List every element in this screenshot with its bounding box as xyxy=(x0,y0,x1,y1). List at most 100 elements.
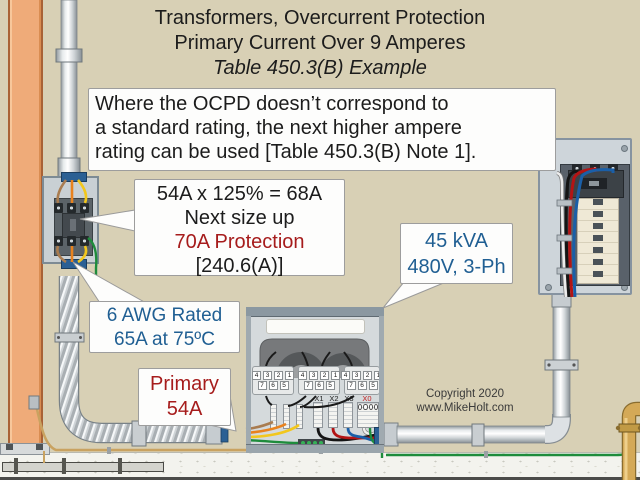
terminal-cell: 5 xyxy=(368,381,378,390)
terminal-lug xyxy=(54,203,63,213)
terminal-cell: 6 xyxy=(268,381,278,390)
callout-calc: 54A x 125% = 68A Next size up 70A Protec… xyxy=(134,179,345,277)
note-line: Where the OCPD doesn’t correspond to xyxy=(95,93,449,115)
ground-bar xyxy=(298,439,325,447)
terminal-lug xyxy=(67,236,76,246)
terminal-cell: 6 xyxy=(357,381,367,390)
terminal-cell: 2 xyxy=(320,371,329,380)
entry-bushing xyxy=(220,424,229,443)
terminal-cell: 5 xyxy=(325,381,335,390)
calc-protection-line: 70A Protection xyxy=(174,231,305,253)
primary-terminal-strip xyxy=(270,404,277,429)
terminal-lug xyxy=(67,203,76,213)
anchor-bolt xyxy=(36,444,43,450)
terminal-cell: 7 xyxy=(346,381,356,390)
terminal-cell: 3 xyxy=(309,371,318,380)
concrete-floor xyxy=(0,452,640,479)
terminal-cell: 2 xyxy=(274,371,283,380)
terminal-cell: 2 xyxy=(363,371,372,380)
breaker-notches xyxy=(593,199,603,283)
pipe-ground-clamp xyxy=(618,423,640,433)
terminal-cell: 4 xyxy=(341,371,350,380)
title-line-2: Primary Current Over 9 Amperes xyxy=(174,32,466,54)
fused-disconnect xyxy=(42,172,99,278)
terminal-cell: 5 xyxy=(279,381,289,390)
terminal-block-2: 4 3 2 1 7 6 5 xyxy=(298,366,340,395)
fuse-block xyxy=(62,213,85,238)
terminal-cell: 3 xyxy=(352,371,361,380)
terminal-cell: 3 xyxy=(263,371,272,380)
terminal-lug xyxy=(54,236,63,246)
terminal-lug xyxy=(80,236,89,246)
enclosure-wall-left xyxy=(246,316,251,444)
x3-terminal-strip xyxy=(343,402,353,428)
copyright-line: www.MikeHolt.com xyxy=(416,402,514,414)
ground-wire xyxy=(245,438,299,445)
calc-line: 54A x 125% = 68A xyxy=(156,183,323,205)
bottom-bushing xyxy=(61,259,87,269)
terminal-cell: 7 xyxy=(257,381,267,390)
top-bushing xyxy=(61,172,87,182)
screw xyxy=(621,145,628,152)
conduit-strap xyxy=(544,359,579,371)
terminal-lug xyxy=(80,203,89,213)
x0-lugs xyxy=(358,403,378,410)
enclosure-top xyxy=(246,307,384,317)
screw xyxy=(545,284,552,291)
x1-terminal-strip xyxy=(313,402,323,428)
primary-terminal-strip xyxy=(296,404,303,429)
vent-louver xyxy=(266,319,365,334)
flex-connector xyxy=(205,422,223,445)
note-line: rating can be used [Table 450.3(B) Note … xyxy=(95,141,477,163)
main-breaker xyxy=(568,170,624,198)
anchor-bolt xyxy=(6,444,13,450)
primary-terminal-strip xyxy=(283,404,290,429)
kva-line: 45 kVA xyxy=(425,230,488,252)
x0-terminal-strip xyxy=(357,402,379,428)
note-line: a standard rating, the next higher amper… xyxy=(95,117,462,139)
secondary-wire-blue xyxy=(346,427,376,443)
terminal-cell: 1 xyxy=(285,371,294,380)
kva-line: 480V, 3-Ph xyxy=(407,256,506,278)
copyright-text: Copyright 2020 www.MikeHolt.com xyxy=(400,387,530,415)
conduit-strap xyxy=(54,332,85,343)
title-line-1: Transformers, Overcurrent Protection xyxy=(154,7,486,29)
conduit-connector xyxy=(383,422,399,447)
electrode-clamp xyxy=(62,458,66,474)
transformer-enclosure: 4 3 2 1 7 6 5 4 3 2 1 7 6 5 xyxy=(245,307,384,458)
x0-label: X0 xyxy=(362,394,372,403)
secondary-wire-red xyxy=(331,427,375,440)
calc-line: Next size up xyxy=(184,207,295,229)
electrode-clamp xyxy=(14,458,18,474)
enclosure-bottom xyxy=(246,444,384,453)
emt-conduit-right xyxy=(383,292,579,447)
callout-primary: Primary 54A xyxy=(138,368,231,426)
primary-line: 54A xyxy=(166,398,203,420)
title-line-3: Table 450.3(B) Example xyxy=(213,57,427,79)
calc-code-line: [240.6(A)] xyxy=(195,255,284,277)
terminal-cell: 4 xyxy=(252,371,261,380)
callout-kva: 45 kVA 480V, 3-Ph xyxy=(400,223,513,284)
electrode-clamp xyxy=(118,458,122,474)
copyright-line: Copyright 2020 xyxy=(426,388,504,400)
x2-terminal-strip xyxy=(328,402,338,428)
callout-note: Where the OCPD doesn’t correspond to a s… xyxy=(88,88,556,171)
terminal-cell: 6 xyxy=(314,381,324,390)
ground-electrode-bar xyxy=(2,462,164,472)
callout-awg: 6 AWG Rated 65A at 75ºC xyxy=(89,301,240,353)
kva-pointer xyxy=(382,281,447,309)
conduit-strap xyxy=(471,423,485,447)
terminal-block-1: 4 3 2 1 7 6 5 xyxy=(252,366,294,395)
breaker-column xyxy=(577,198,619,284)
terminal-cell: 7 xyxy=(303,381,313,390)
conduit-connector xyxy=(551,292,572,308)
enclosure-wall-right xyxy=(379,316,384,444)
floor-edge xyxy=(0,477,640,480)
wood-stud xyxy=(8,0,43,444)
primary-wire-orange xyxy=(245,422,287,435)
terminal-block-3: 4 3 2 1 7 6 5 xyxy=(341,366,383,395)
awg-line: 65A at 75ºC xyxy=(114,329,215,350)
coil-leads xyxy=(265,351,353,367)
terminal-cell: 1 xyxy=(331,371,340,380)
